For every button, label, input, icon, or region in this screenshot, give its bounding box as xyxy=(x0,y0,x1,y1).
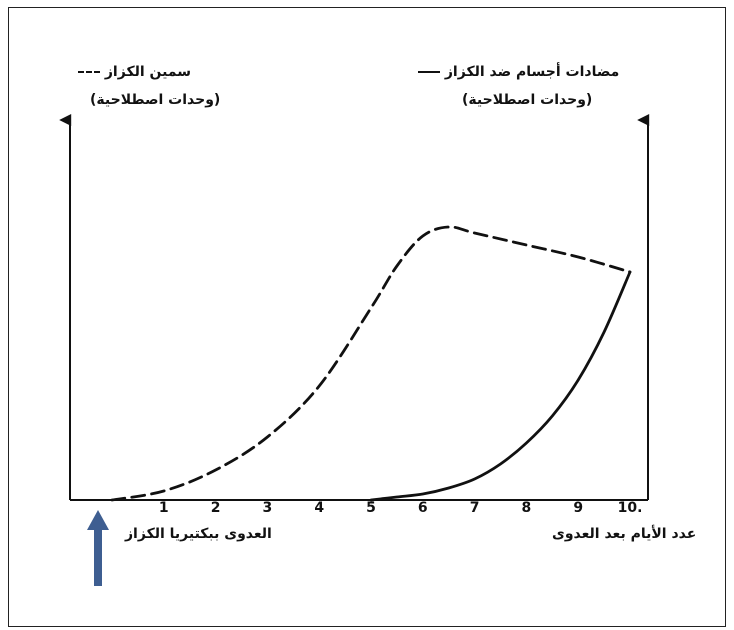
legend-solid: مضادات أجسام ضد الكزاز xyxy=(412,64,619,80)
legend-dashed: سمين الكزاز xyxy=(72,64,191,80)
infection-arrow-icon xyxy=(87,510,109,586)
figure-frame xyxy=(8,7,726,627)
x-tick-label: 2 xyxy=(211,500,221,516)
legend-solid-key xyxy=(418,71,440,73)
x-axis-label: عدد الأيام بعد العدوى xyxy=(552,526,697,542)
legend-solid-label: مضادات أجسام ضد الكزاز xyxy=(444,64,620,80)
x-tick-label: 7 xyxy=(470,500,480,516)
x-tick-label: 5 xyxy=(366,500,376,516)
legend-dashed-key xyxy=(78,71,100,73)
x-tick-label: 9 xyxy=(573,500,583,516)
legend-dashed-label: سمين الكزاز xyxy=(104,64,191,80)
legend-solid-unit: (وحدات اصطلاحية) xyxy=(462,92,593,108)
toxin-dashed-line xyxy=(110,225,632,502)
legend-dashed-unit: (وحدات اصطلاحية) xyxy=(90,92,221,108)
x-tick-label: 6 xyxy=(418,500,428,516)
infection-arrow-head xyxy=(87,510,109,530)
x-tick-label: 4 xyxy=(314,500,324,516)
x-tick-label: 10. xyxy=(618,500,643,516)
infection-arrow-shaft xyxy=(94,528,102,586)
x-tick-label: 3 xyxy=(263,500,273,516)
antibody-solid-line xyxy=(369,270,632,502)
infection-annotation: العدوى ببكتيريا الكزاز xyxy=(125,526,272,542)
x-tick-label: 1 xyxy=(159,500,169,516)
x-tick-label: 8 xyxy=(522,500,532,516)
